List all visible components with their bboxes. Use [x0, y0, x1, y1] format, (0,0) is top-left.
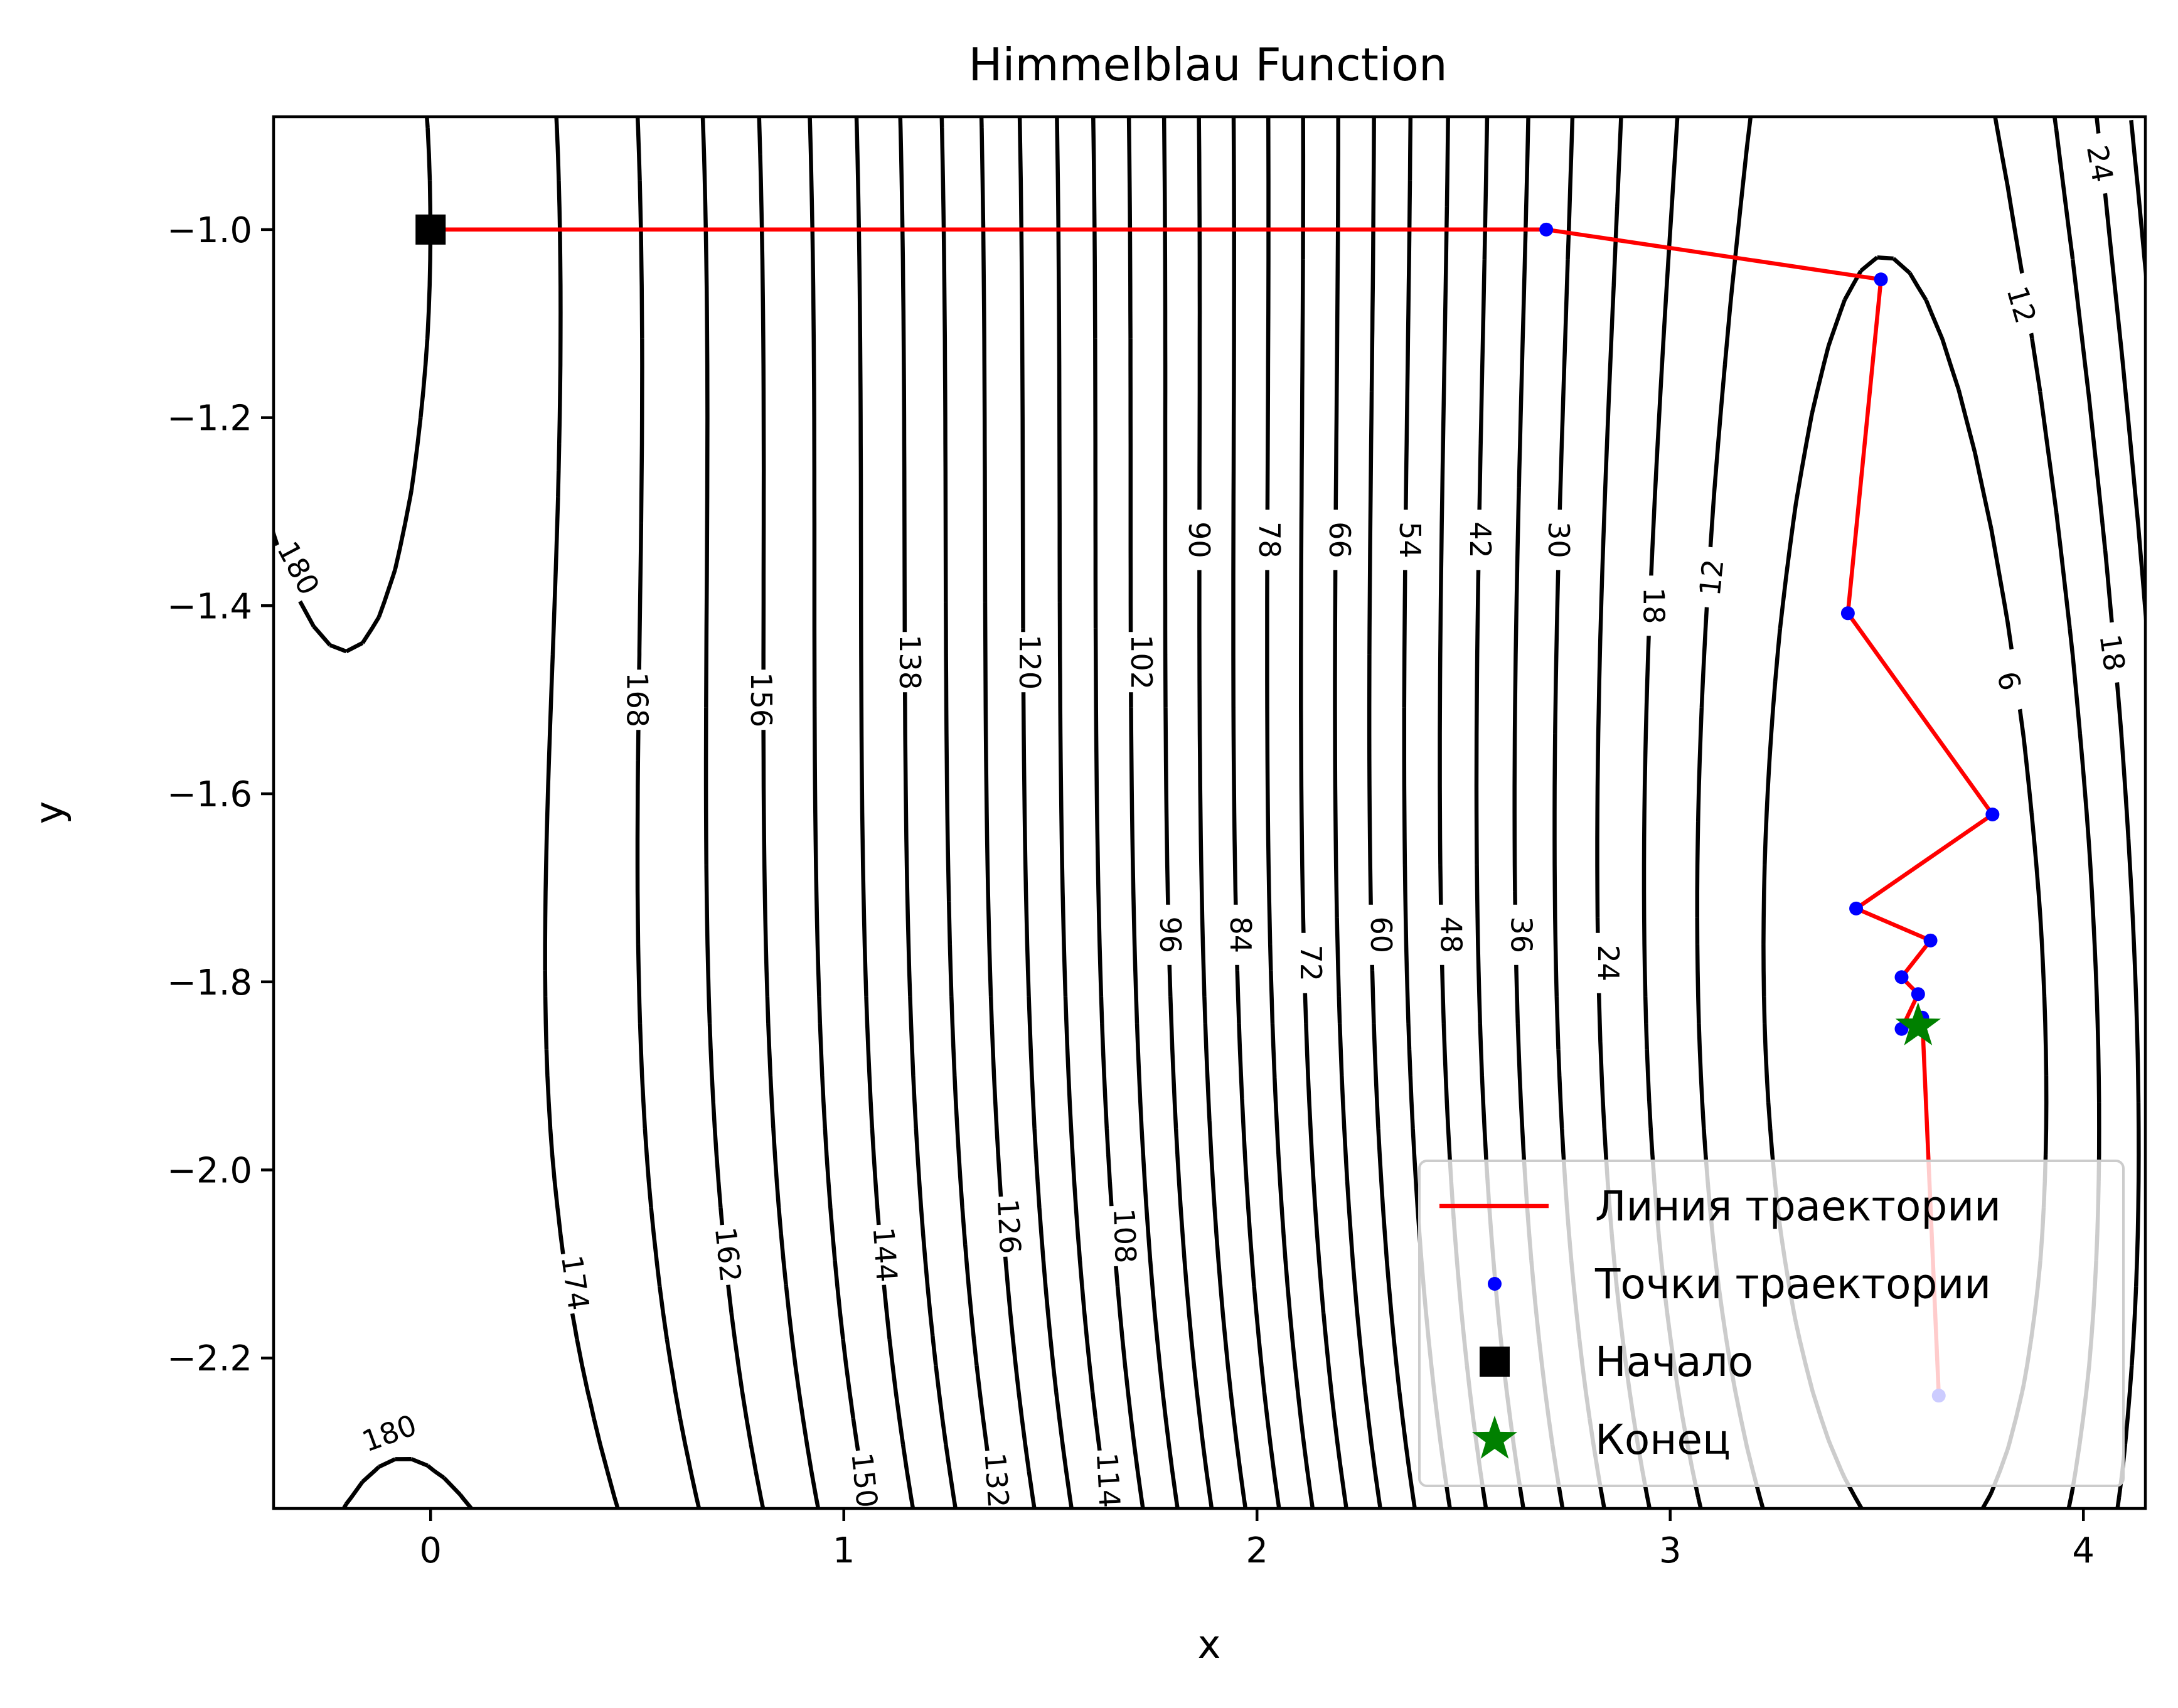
contour-label: 168 [621, 672, 654, 727]
y-tick-label: −2.0 [167, 1150, 252, 1191]
y-tick-label: −1.6 [167, 774, 252, 815]
contour-label: 30 [1542, 521, 1576, 558]
contour-label: 60 [1364, 917, 1398, 954]
legend-label: Конец [1595, 1416, 1731, 1464]
contour-label-group: 144 [864, 1223, 906, 1286]
contour-label: 66 [1323, 521, 1357, 558]
trajectory-point [1539, 223, 1553, 237]
contour-label: 102 [1124, 634, 1158, 690]
contour-label-group: 126 [989, 1195, 1030, 1257]
trajectory-point [1849, 902, 1863, 915]
contour-label: 24 [1591, 945, 1625, 982]
contour-label: 84 [1224, 917, 1257, 954]
contour-label-group: 18 [1635, 575, 1672, 636]
x-tick-label: 1 [833, 1530, 855, 1571]
trajectory-point [1874, 272, 1888, 286]
contour-label: 132 [978, 1451, 1015, 1508]
y-axis-label: y [26, 801, 72, 825]
y-tick-label: −1.8 [167, 963, 252, 1003]
legend-label: Линия траектории [1595, 1182, 2001, 1230]
trajectory-point [1841, 606, 1855, 620]
contour-label: 162 [708, 1225, 748, 1284]
x-tick-label: 3 [1659, 1530, 1682, 1571]
contour-label-group: 12 [1690, 545, 1734, 609]
contour-label-group: 48 [1433, 905, 1470, 965]
contour-label-group: 168 [619, 670, 656, 730]
contour-label-group: 102 [1123, 632, 1160, 692]
legend: Линия траектории Точки траектории Начало Ко… [1419, 1161, 2123, 1486]
contour-label-group: 162 [706, 1223, 750, 1287]
y-tick-label: −1.2 [167, 398, 252, 439]
y-tick-label: −2.2 [167, 1338, 252, 1379]
contour-label: 72 [1294, 945, 1328, 982]
contour-label-group: 90 [1180, 510, 1218, 570]
x-tick-label: 2 [1246, 1530, 1268, 1571]
x-tick-label: 0 [419, 1530, 442, 1571]
x-axis-label: x [1198, 1621, 1221, 1667]
contour-label: 144 [867, 1226, 904, 1283]
contour-label-group: 84 [1222, 905, 1259, 965]
contour-label-group: 66 [1321, 510, 1359, 570]
contour-label: 78 [1252, 521, 1286, 558]
trajectory-point [1911, 987, 1925, 1001]
y-tick-label: −1.0 [167, 210, 252, 251]
contour-label-group: 96 [1151, 905, 1189, 965]
contour-label: 120 [1013, 634, 1047, 690]
contour-label-group: 132 [976, 1449, 1018, 1512]
contour-label-group: 60 [1362, 905, 1400, 965]
contour-label: 12 [1693, 557, 1731, 597]
contour-label-group: 78 [1251, 510, 1288, 570]
contour-label: 96 [1153, 917, 1187, 954]
legend-dot-swatch [1488, 1277, 1502, 1291]
contour-label: 114 [1090, 1452, 1127, 1509]
contour-label: 18 [1636, 587, 1670, 624]
legend-square-swatch [1480, 1347, 1510, 1377]
contour-label-group: 42 [1461, 510, 1499, 570]
contour-label-group: 138 [891, 632, 929, 692]
contour-label: 18 [2093, 632, 2132, 673]
contour-label: 36 [1505, 917, 1539, 954]
contour-label-group: 156 [742, 670, 780, 730]
contour-label: 126 [991, 1198, 1028, 1255]
contour-label: 54 [1393, 521, 1427, 558]
trajectory-point [1924, 934, 1938, 947]
trajectory-point [1894, 970, 1908, 984]
contour-label-group: 30 [1540, 510, 1577, 570]
contour-label: 42 [1463, 521, 1497, 558]
contour-label: 138 [893, 634, 927, 690]
chart-title: Himmelblau Function [968, 38, 1447, 91]
contour-label-group: 120 [1011, 632, 1049, 692]
contour-label: 150 [845, 1451, 884, 1510]
contour-label-group: 114 [1088, 1449, 1129, 1511]
legend-label: Начало [1595, 1338, 1753, 1386]
contour-label-group: 108 [1105, 1205, 1145, 1266]
contour-label-group: 54 [1391, 510, 1429, 570]
contour-label: 48 [1434, 917, 1468, 954]
contour-label-group: 24 [1589, 933, 1627, 993]
x-tick-label: 4 [2072, 1530, 2095, 1571]
contour-label-group: 36 [1503, 905, 1540, 965]
contour-label: 90 [1182, 521, 1216, 558]
legend-label: Точки траектории [1594, 1260, 1991, 1308]
contour-label-group: 150 [843, 1448, 887, 1512]
contour-label: 108 [1107, 1208, 1143, 1264]
start-marker [415, 215, 446, 245]
contour-label: 156 [744, 672, 778, 727]
trajectory-point [1985, 808, 1999, 821]
contour-label: 24 [2080, 142, 2120, 184]
y-tick-label: −1.4 [167, 586, 252, 627]
contour-label-group: 72 [1292, 933, 1330, 993]
